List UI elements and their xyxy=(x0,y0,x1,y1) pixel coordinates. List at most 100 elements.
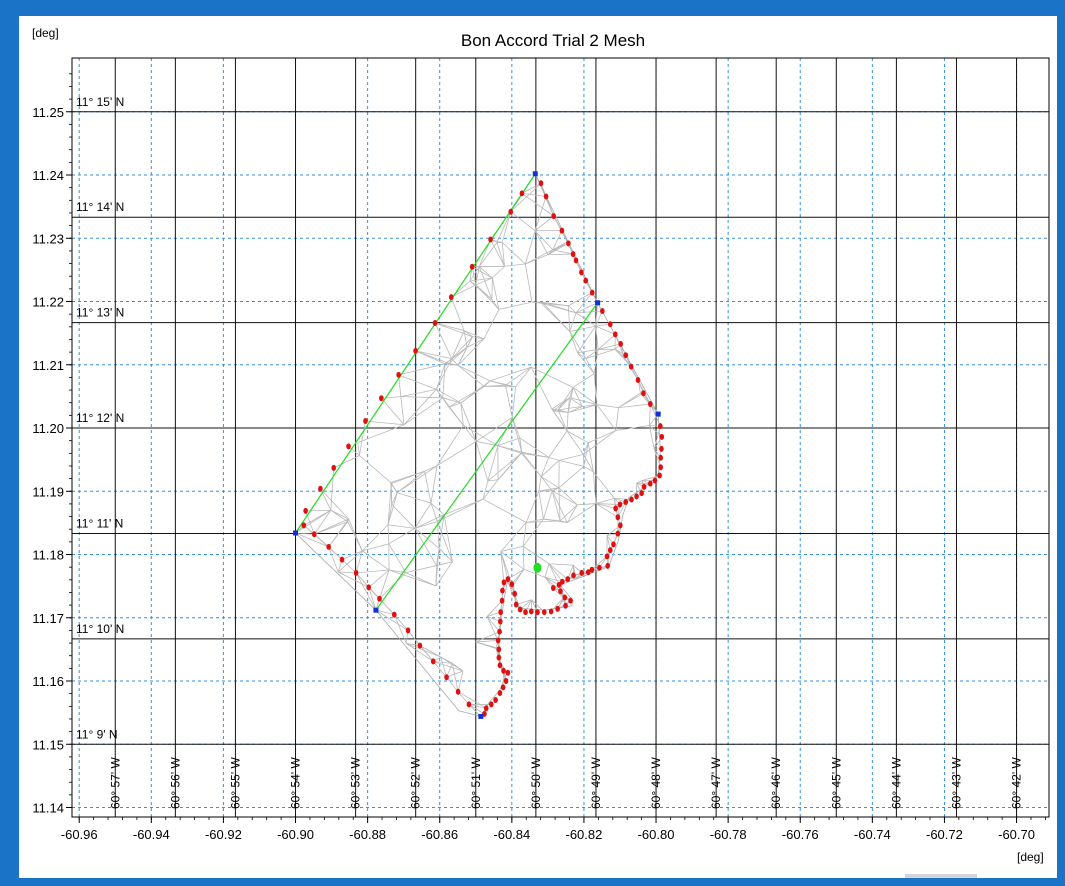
mesh-edge xyxy=(501,242,505,267)
mesh-edge xyxy=(375,609,409,631)
mesh-edge xyxy=(567,406,583,413)
mesh-edge xyxy=(530,366,574,388)
mesh-edge xyxy=(443,514,453,562)
mesh-edge xyxy=(587,442,594,472)
mesh-edge xyxy=(577,352,587,359)
mesh-edge xyxy=(593,349,599,374)
mesh-edge xyxy=(430,503,438,522)
boundary-node xyxy=(417,642,423,649)
mesh-edge xyxy=(547,242,569,255)
mesh-edge xyxy=(524,230,536,265)
mesh-edge xyxy=(387,524,415,529)
mesh-edge xyxy=(433,661,453,664)
mesh-edge xyxy=(596,404,619,408)
boundary-node xyxy=(535,609,540,616)
mesh-edge xyxy=(490,366,532,382)
y-tick-label: 11.15 xyxy=(32,737,64,752)
mesh-edge xyxy=(433,661,463,672)
mesh-edge xyxy=(442,363,446,398)
mesh-edge xyxy=(615,425,650,431)
mesh-edge xyxy=(500,545,524,552)
boundary-node xyxy=(318,485,323,492)
mesh-edge xyxy=(457,691,487,709)
mesh-edge xyxy=(538,490,544,520)
mesh-edge xyxy=(490,380,506,386)
mesh-edge xyxy=(583,430,617,455)
mesh-edge xyxy=(388,543,407,573)
longitude-label: 60° 50' W xyxy=(529,757,543,809)
mesh-edge xyxy=(381,396,401,399)
mesh-edge xyxy=(522,522,527,547)
mesh-edge xyxy=(585,358,595,374)
boundary-node xyxy=(579,269,584,276)
mesh-edge xyxy=(524,263,533,303)
boundary-node xyxy=(455,688,461,695)
boundary-node xyxy=(432,320,438,327)
boundary-node xyxy=(589,289,595,296)
mesh-edge xyxy=(362,524,389,552)
mesh-edge xyxy=(365,420,405,426)
mesh-edge xyxy=(576,310,603,314)
mesh-edge xyxy=(446,676,459,693)
mesh-edge xyxy=(328,546,339,573)
mesh-edge xyxy=(491,277,500,310)
boundary-node xyxy=(497,618,503,625)
plot-frame xyxy=(71,57,1050,818)
boundary-node xyxy=(444,674,449,681)
latitude-label: 11° 11' N xyxy=(76,516,123,530)
mesh-edge xyxy=(435,363,446,390)
boundary-node xyxy=(503,678,509,685)
mesh-edge xyxy=(568,305,577,314)
mesh-edge xyxy=(583,442,589,455)
mesh-edge xyxy=(355,550,363,573)
arc-end-node xyxy=(532,171,538,177)
boundary-node xyxy=(499,597,505,604)
axes: -60.96 -60.94 -60.92 -60.90 -60.88 -60.86 -60.… xyxy=(32,57,1050,842)
boundary-node xyxy=(551,213,556,220)
mesh-edge xyxy=(534,230,554,251)
boundary-node xyxy=(611,541,616,548)
boundary-node xyxy=(326,543,331,550)
chart-title: Bon Accord Trial 2 Mesh xyxy=(461,31,645,50)
mesh-edge xyxy=(357,424,405,444)
mesh-edge xyxy=(451,284,477,298)
mesh-edge xyxy=(567,503,597,523)
boundary-node xyxy=(658,464,664,471)
boundary-node xyxy=(543,193,549,200)
mesh-edge xyxy=(521,451,549,458)
latitude-label: 11° 12' N xyxy=(76,411,124,425)
mesh-edge xyxy=(617,501,627,518)
boundary-node xyxy=(634,493,639,500)
horizontal-scrollbar-thumb[interactable] xyxy=(905,874,977,878)
boundary-node xyxy=(562,594,568,601)
mesh-edge xyxy=(540,476,560,489)
x-tick-label: -60.72 xyxy=(926,827,963,842)
mesh-edge xyxy=(595,325,616,335)
mesh-edge xyxy=(566,504,578,523)
mesh-edge xyxy=(471,266,477,285)
mesh-edge xyxy=(486,600,503,617)
boundary-node xyxy=(639,490,644,497)
mesh-edge xyxy=(440,656,464,672)
mesh-edge xyxy=(548,430,568,458)
boundary-node xyxy=(497,690,503,697)
boundary-node xyxy=(346,443,351,450)
mesh-edge xyxy=(457,364,485,387)
mesh-edge xyxy=(436,441,477,467)
boundary-node xyxy=(466,701,472,708)
mesh-edge xyxy=(595,302,599,327)
mesh-edge xyxy=(521,451,542,477)
boundary-node xyxy=(658,423,663,430)
boundary-node xyxy=(528,608,534,615)
boundary-node xyxy=(505,576,511,583)
x-tick-label: -60.82 xyxy=(565,827,602,842)
mesh-edge xyxy=(649,403,651,426)
mesh-edge xyxy=(432,661,447,678)
mesh-edge xyxy=(414,502,432,529)
mesh-edge xyxy=(387,492,398,525)
mesh-edge xyxy=(430,465,438,504)
mesh-edge xyxy=(519,437,549,458)
mesh-edge xyxy=(525,490,540,523)
mesh-edge xyxy=(406,642,441,658)
mesh-edge xyxy=(548,456,560,461)
